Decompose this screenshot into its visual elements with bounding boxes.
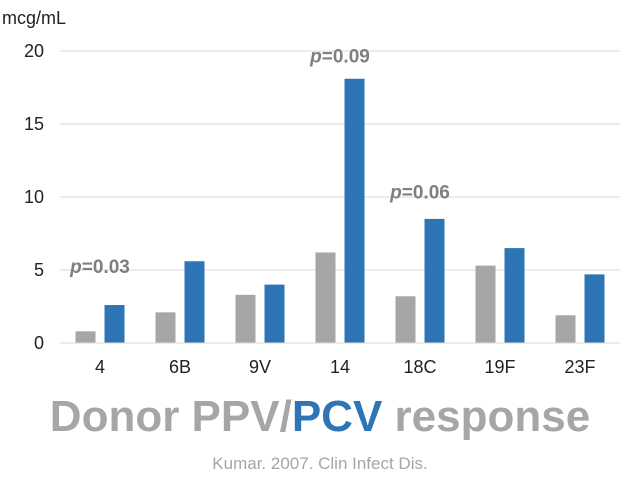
source-citation: Kumar. 2007. Clin Infect Dis.: [212, 454, 428, 473]
bar-ppv-14: [315, 252, 336, 343]
bars: [75, 78, 605, 344]
bar-pcv-14: [344, 78, 365, 344]
title-response: response: [382, 392, 591, 441]
y-tick-label-2: 10: [24, 187, 44, 207]
slide-title: Donor PPV/PCV response: [0, 392, 640, 442]
bar-pcv-4: [104, 305, 125, 343]
grid-lines: [60, 50, 620, 271]
y-axis-ticks: 0 5 10 15 20: [24, 41, 44, 353]
bar-ppv-18C: [395, 296, 416, 343]
x-axis-ticks: 4 6B 9V 14 18C 19F 23F: [95, 357, 596, 377]
bar-pcv-18C: [424, 218, 445, 343]
y-tick-label-1: 5: [34, 260, 44, 280]
bar-ppv-4: [75, 331, 96, 343]
y-tick-label-4: 20: [24, 41, 44, 61]
bar-ppv-9V: [235, 294, 256, 343]
y-tick-label-3: 15: [24, 114, 44, 134]
x-tick-label-23F: 23F: [564, 357, 595, 377]
bar-pcv-9V: [264, 284, 285, 343]
title-ppv: Donor PPV/: [49, 392, 292, 441]
p-value-annotation-18C: p=0.06: [389, 182, 450, 203]
bar-pcv-6B: [184, 261, 205, 343]
p-value-annotations: p=0.03 p=0.09 p=0.06: [69, 47, 450, 278]
x-tick-label-9V: 9V: [249, 357, 271, 377]
bar-pcv-19F: [504, 248, 525, 343]
bar-ppv-6B: [155, 312, 176, 343]
title-pcv: PCV: [291, 392, 383, 441]
p-value-annotation-4: p=0.03: [69, 257, 130, 278]
bar-ppv-23F: [555, 315, 576, 343]
x-tick-label-6B: 6B: [169, 357, 191, 377]
bar-ppv-19F: [475, 265, 496, 343]
p-value-annotation-14: p=0.09: [309, 47, 370, 68]
bar-pcv-23F: [584, 274, 605, 343]
x-tick-label-14: 14: [330, 357, 350, 377]
x-tick-label-4: 4: [95, 357, 105, 377]
y-axis-unit-label: mcg/mL: [2, 8, 66, 28]
x-tick-label-19F: 19F: [484, 357, 515, 377]
y-tick-label-0: 0: [34, 333, 44, 353]
x-tick-label-18C: 18C: [403, 357, 436, 377]
